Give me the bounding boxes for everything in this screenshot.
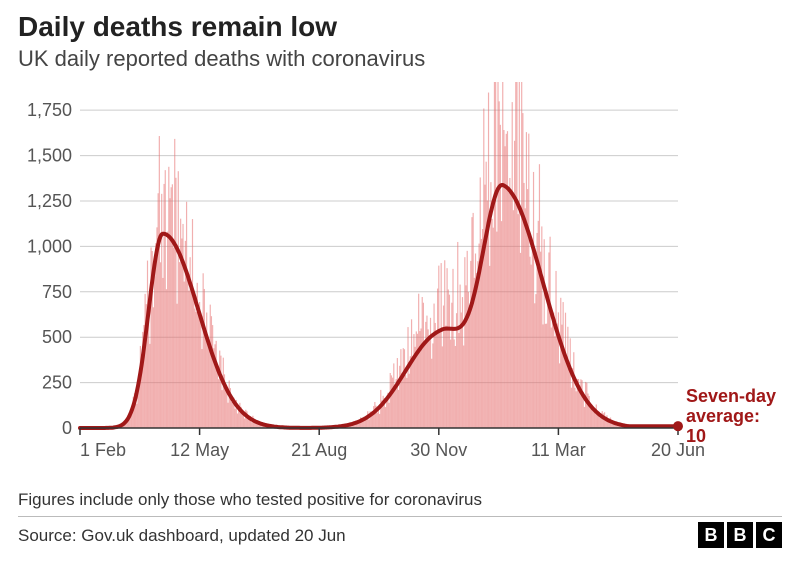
annotation-line2: average: xyxy=(686,406,760,426)
annotation-value: 10 xyxy=(686,426,706,446)
svg-text:1 Feb: 1 Feb xyxy=(80,440,126,460)
annotation-line1: Seven-day xyxy=(686,386,776,406)
figure-title: Daily deaths remain low xyxy=(18,12,337,43)
svg-text:250: 250 xyxy=(42,373,72,393)
footer-divider xyxy=(18,516,782,517)
bbc-logo-c: C xyxy=(756,522,782,548)
svg-text:21 Aug: 21 Aug xyxy=(291,440,347,460)
figure-subtitle: UK daily reported deaths with coronaviru… xyxy=(18,46,425,72)
chart-svg: 0 250 500 750 1,000 1,250 1,500 1,750 1 Feb 12 Ma… xyxy=(18,82,782,482)
bbc-logo-b1: B xyxy=(698,522,724,548)
bbc-logo: B B C xyxy=(698,522,782,548)
svg-text:11 Mar: 11 Mar xyxy=(531,440,586,460)
deaths-chart: 0 250 500 750 1,000 1,250 1,500 1,750 1 Feb 12 Ma… xyxy=(18,82,782,482)
figure-source: Source: Gov.uk dashboard, updated 20 Jun xyxy=(18,526,346,546)
svg-text:1,000: 1,000 xyxy=(27,236,72,256)
svg-text:500: 500 xyxy=(42,327,72,347)
svg-text:750: 750 xyxy=(42,282,72,302)
svg-text:12 May: 12 May xyxy=(170,440,229,460)
figure-container: Daily deaths remain low UK daily reporte… xyxy=(0,0,800,563)
figure-caption: Figures include only those who tested po… xyxy=(18,490,482,510)
bbc-logo-b2: B xyxy=(727,522,753,548)
svg-text:0: 0 xyxy=(62,418,72,438)
svg-text:1,250: 1,250 xyxy=(27,191,72,211)
svg-text:1,500: 1,500 xyxy=(27,146,72,166)
svg-text:30 Nov: 30 Nov xyxy=(410,440,467,460)
svg-text:1,750: 1,750 xyxy=(27,100,72,120)
